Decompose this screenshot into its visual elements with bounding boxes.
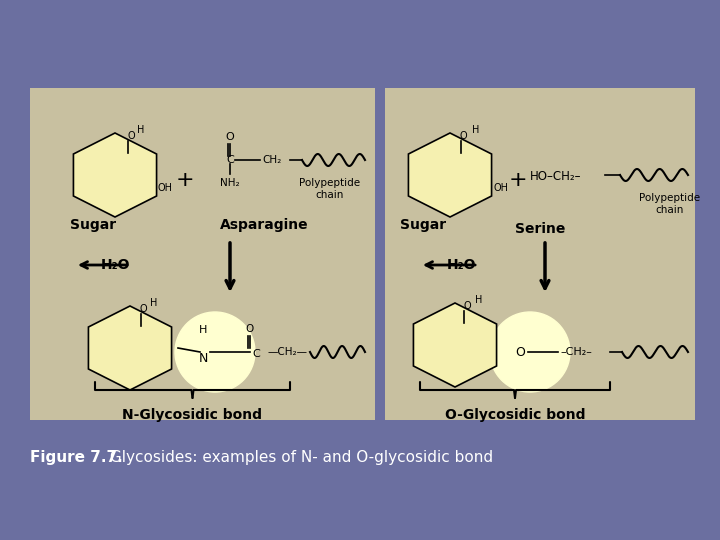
Text: O: O (463, 301, 471, 311)
Text: Figure 7.7.: Figure 7.7. (30, 450, 122, 465)
Text: O: O (515, 346, 525, 359)
Text: Polypeptide
chain: Polypeptide chain (300, 178, 361, 200)
Text: O: O (127, 131, 135, 141)
Text: H: H (472, 125, 480, 135)
Text: O: O (460, 131, 467, 141)
Text: HO–CH₂–: HO–CH₂– (530, 171, 582, 184)
Text: NH₂: NH₂ (220, 178, 240, 188)
Text: N-Glycosidic bond: N-Glycosidic bond (122, 408, 262, 422)
Text: —CH₂—: —CH₂— (268, 347, 308, 357)
Text: H: H (137, 125, 145, 135)
Text: CH₂: CH₂ (262, 155, 282, 165)
Polygon shape (73, 133, 156, 217)
Text: –CH₂–: –CH₂– (560, 347, 592, 357)
Text: H: H (475, 295, 482, 305)
Circle shape (175, 312, 255, 392)
Text: Asparagine: Asparagine (220, 218, 309, 232)
Text: +: + (509, 170, 527, 190)
Text: O: O (246, 324, 254, 334)
Text: H₂O: H₂O (447, 258, 477, 272)
Text: O: O (140, 304, 148, 314)
Text: Serine: Serine (515, 222, 565, 236)
Text: O-Glycosidic bond: O-Glycosidic bond (445, 408, 585, 422)
Polygon shape (413, 303, 497, 387)
Text: Sugar: Sugar (400, 218, 446, 232)
Text: Polypeptide
chain: Polypeptide chain (639, 193, 701, 214)
Bar (30, 88, 375, 420)
Text: C: C (226, 155, 234, 165)
Text: O: O (225, 132, 235, 142)
Circle shape (490, 312, 570, 392)
Text: N: N (198, 352, 207, 365)
Text: OH: OH (158, 183, 173, 193)
Text: +: + (176, 170, 194, 190)
Polygon shape (408, 133, 492, 217)
Text: OH: OH (493, 183, 508, 193)
Text: Sugar: Sugar (70, 218, 116, 232)
Text: C: C (252, 349, 260, 359)
Bar (385, 88, 695, 420)
Polygon shape (89, 306, 171, 390)
Text: H: H (150, 298, 158, 308)
Text: H: H (199, 325, 207, 335)
Text: H₂O: H₂O (100, 258, 130, 272)
Text: Glycosides: examples of N- and O-glycosidic bond: Glycosides: examples of N- and O-glycosi… (105, 450, 493, 465)
